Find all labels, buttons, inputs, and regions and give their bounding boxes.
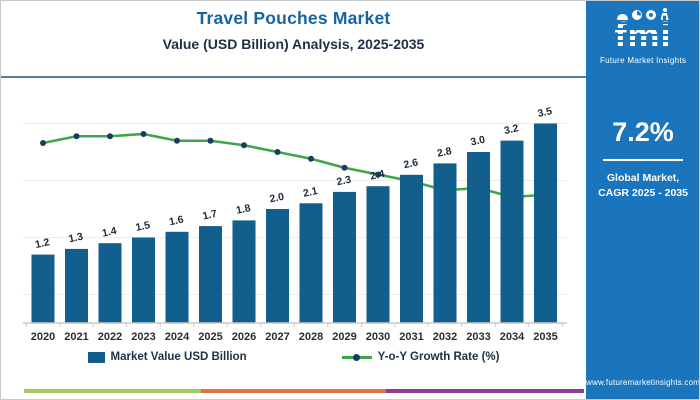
- x-tick-label-2026: 2026: [232, 331, 256, 343]
- bar-value-label: 1.4: [101, 225, 118, 240]
- legend-label-growth-rate: Y-o-Y Growth Rate (%): [377, 351, 500, 363]
- x-tick-label-2033: 2033: [466, 331, 490, 343]
- analyst-icon: [645, 10, 656, 20]
- bar-value-label: 1.8: [235, 202, 252, 217]
- x-tick-label-2020: 2020: [31, 331, 55, 343]
- growth-rate-line: [41, 132, 547, 199]
- growth-point-2029: [341, 164, 348, 171]
- bar-2030: [366, 186, 390, 323]
- x-tick-label-2031: 2031: [399, 331, 423, 343]
- cagr-label-line2: CAGR 2025 - 2035: [598, 187, 688, 200]
- bar-2020: [31, 254, 55, 323]
- bar-2025: [199, 226, 222, 323]
- x-tick-label-2022: 2022: [98, 331, 122, 343]
- bar-2023: [132, 237, 155, 323]
- chart-section: Travel Pouches Market Value (USD Billion…: [1, 1, 586, 399]
- x-tick-label-2025: 2025: [198, 331, 222, 343]
- chart-header: Travel Pouches Market Value (USD Billion…: [1, 1, 586, 78]
- bar-value-label: 2.6: [402, 156, 419, 171]
- cagr-label-line1: Global Market,: [606, 172, 680, 184]
- x-tick-label-2027: 2027: [265, 331, 289, 343]
- x-tick-label-2023: 2023: [131, 331, 155, 343]
- x-tick-label-2032: 2032: [433, 331, 457, 343]
- x-tick-label-2034: 2034: [500, 331, 525, 343]
- x-tick-label-2029: 2029: [332, 331, 356, 343]
- growth-point-2028: [308, 155, 314, 162]
- x-tick-label-2030: 2030: [366, 331, 390, 343]
- hand-icon: [616, 14, 628, 20]
- bar-2026: [232, 220, 256, 323]
- bar-2027: [266, 209, 289, 323]
- bar-value-label: 2.1: [302, 185, 319, 200]
- x-tick-label-2035: 2035: [533, 331, 557, 343]
- growth-point-2024: [174, 137, 180, 144]
- line-marker-icon: [352, 353, 360, 361]
- bar-2033: [467, 152, 490, 323]
- footer-color-stripe: [24, 389, 584, 393]
- bar-value-label: 3.0: [469, 134, 486, 149]
- bar-2031: [400, 174, 423, 323]
- cagr-value: 7.2%: [612, 117, 674, 147]
- cagr-label: Global Market, CAGR 2025 - 2035: [598, 171, 688, 201]
- brand-panel: fmi Future Market Insights 7.2% Global M…: [586, 1, 700, 399]
- growth-point-2020: [40, 140, 46, 146]
- bar-2022: [98, 243, 122, 323]
- stripe-segment-purple: [386, 389, 584, 393]
- bar-2024: [165, 231, 189, 323]
- bar-value-label: 1.6: [168, 213, 185, 228]
- growth-point-2026: [241, 142, 247, 149]
- growth-point-2027: [274, 149, 281, 155]
- legend-item-market-value: Market Value USD Billion: [87, 351, 247, 363]
- line-swatch-icon: [341, 353, 372, 361]
- legend-label-market-value: Market Value USD Billion: [110, 351, 247, 363]
- bar-2028: [299, 203, 323, 323]
- bar-value-label: 3.2: [503, 122, 520, 137]
- logo-wordmark: fmi: [614, 15, 672, 56]
- x-tick-label-2028: 2028: [299, 331, 323, 343]
- bar-value-label: 3.5: [536, 105, 553, 120]
- chart-area: 1.2 1.3 1.4 1.5 1.6 1.7 1.8 2.0 2.1 2.3 2.4 2.6 2.8 3…: [1, 78, 586, 346]
- bar-value-label: 2.0: [268, 191, 285, 206]
- x-tick-label-2024: 2024: [165, 331, 190, 343]
- bar-2035: [534, 123, 557, 323]
- stripe-segment-orange: [201, 389, 386, 393]
- growth-point-2023: [140, 131, 147, 137]
- growth-point-2025: [207, 137, 214, 144]
- bar-2034: [500, 140, 524, 323]
- growth-point-2022: [107, 133, 113, 140]
- bar-value-label: 2.8: [436, 145, 453, 160]
- growth-point-2030: [375, 171, 381, 178]
- x-tick-label-2021: 2021: [64, 331, 88, 343]
- bar-value-label: 1.5: [134, 219, 151, 234]
- page-title: Travel Pouches Market: [196, 8, 391, 28]
- bar-2029: [333, 191, 356, 323]
- bar-value-label: 1.7: [201, 208, 218, 223]
- bar-value-label: 2.4: [369, 168, 386, 183]
- person-icon: [660, 8, 670, 20]
- bar-2021: [65, 248, 88, 323]
- bar-2032: [433, 163, 457, 323]
- website-link[interactable]: www.futuremarketinsights.com: [586, 378, 700, 387]
- bar-value-label: 2.3: [335, 174, 352, 189]
- bar-value-label: 1.2: [34, 236, 51, 251]
- page-subtitle: Value (USD Billion) Analysis, 2025-2035: [162, 36, 425, 52]
- stripe-segment-green: [24, 389, 201, 393]
- bar-swatch-icon: [87, 351, 105, 363]
- growth-point-2021: [73, 133, 80, 140]
- market-chart: 1.2 1.3 1.4 1.5 1.6 1.7 1.8 2.0 2.1 2.3 2.4 2.6 2.8 3…: [23, 105, 567, 343]
- logo-caption: Future Market Insights: [599, 56, 687, 65]
- chart-legend: Market Value USD Billion Y-o-Y Growth Ra…: [1, 346, 586, 368]
- legend-item-growth-rate: Y-o-Y Growth Rate (%): [341, 351, 500, 363]
- fmi-logo: fmi Future Market Insights: [600, 7, 686, 65]
- panel-divider: [603, 159, 684, 161]
- bar-value-label: 1.3: [67, 231, 84, 246]
